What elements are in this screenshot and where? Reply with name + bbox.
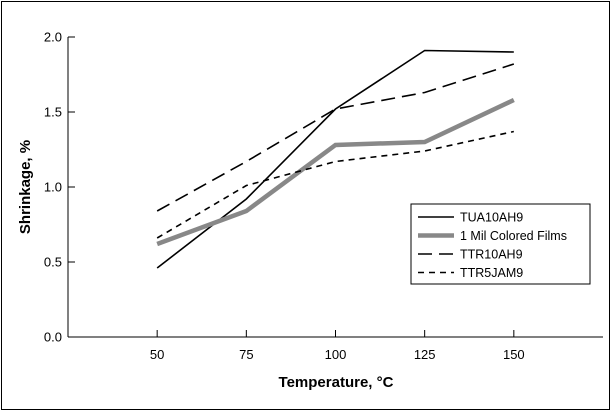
legend-label: TTR5JAM9 bbox=[460, 266, 523, 280]
y-tick-label: 0.5 bbox=[44, 255, 62, 270]
x-tick-label: 125 bbox=[414, 347, 436, 362]
y-tick-label: 2.0 bbox=[44, 30, 62, 45]
y-tick-label: 0.0 bbox=[44, 330, 62, 345]
series-line-3 bbox=[156, 63, 515, 212]
y-tick-label: 1.0 bbox=[44, 180, 62, 195]
legend-label: 1 Mil Colored Films bbox=[460, 229, 567, 243]
series-line-2 bbox=[156, 97, 515, 247]
x-tick-label: 100 bbox=[325, 347, 347, 362]
y-ticks: 0.0 0.5 1.0 1.5 2.0 bbox=[44, 30, 75, 345]
legend-label: TTR10AH9 bbox=[460, 248, 523, 262]
y-axis-title: Shrinkage, % bbox=[17, 140, 34, 234]
legend: TUA10AH9 1 Mil Colored Films TTR10AH9 TTR5J… bbox=[410, 203, 591, 285]
x-axis-title: Temperature, °C bbox=[279, 374, 394, 391]
x-tick-label: 50 bbox=[150, 347, 164, 362]
x-tick-label: 75 bbox=[239, 347, 253, 362]
x-tick-label: 150 bbox=[503, 347, 525, 362]
legend-label: TUA10AH9 bbox=[460, 211, 523, 225]
x-ticks: 50 75 100 125 150 bbox=[150, 330, 525, 362]
series-line-4 bbox=[156, 130, 515, 239]
axes bbox=[67, 37, 603, 338]
series-lines bbox=[156, 49, 515, 269]
y-tick-label: 1.5 bbox=[44, 105, 62, 120]
